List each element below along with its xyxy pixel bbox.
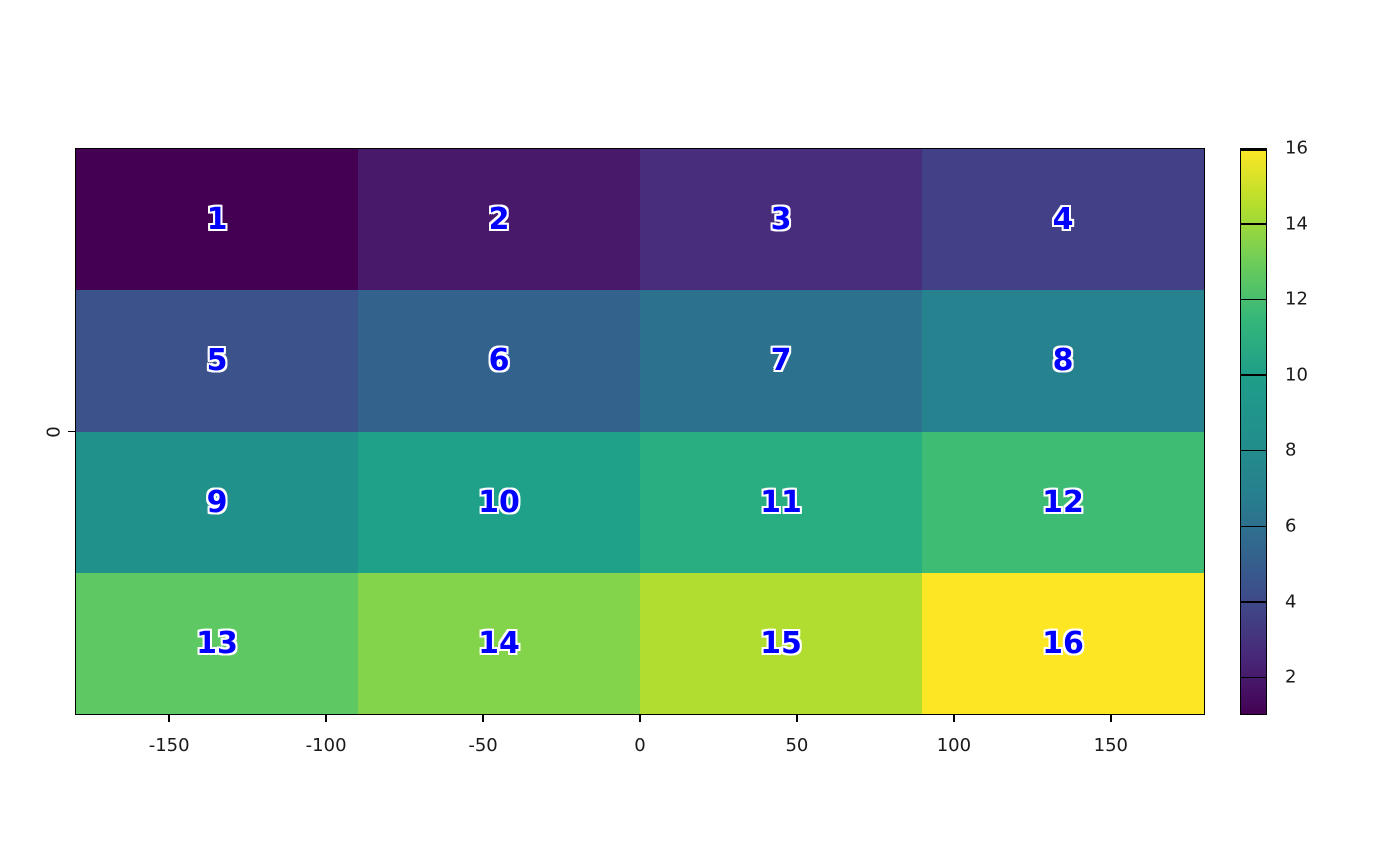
- x-tick-label-150: 150: [1093, 735, 1129, 756]
- heatmap-cell-6: 6: [358, 290, 640, 432]
- heatmap-cell-label-16: 16: [1042, 625, 1084, 661]
- heatmap-cell-10: 10: [358, 431, 640, 573]
- heatmap-cell-9: 9: [76, 431, 358, 573]
- x-tick-mark-150: [1110, 715, 1112, 722]
- x-tick-mark--100: [325, 715, 327, 722]
- heatmap-cell-label-3: 3: [770, 202, 792, 238]
- y-tick-mark-0: [68, 430, 75, 433]
- x-tick-label--150: -150: [148, 735, 190, 756]
- heatmap-cell-16: 16: [922, 572, 1204, 714]
- heatmap-cell-label-9: 9: [206, 484, 228, 520]
- colorbar-tick-line-16: [1241, 149, 1266, 151]
- heatmap-cell-5: 5: [76, 290, 358, 432]
- heatmap-cell-label-10: 10: [478, 484, 520, 520]
- heatmap-cell-label-12: 12: [1042, 484, 1084, 520]
- heatmap-cell-2: 2: [358, 149, 640, 291]
- colorbar-tick-line-8: [1241, 449, 1266, 452]
- heatmap-cell-label-7: 7: [770, 343, 792, 379]
- colorbar-tick-label-10: 10: [1285, 364, 1308, 386]
- x-tick-label-0: 0: [634, 735, 646, 756]
- heatmap-cell-label-6: 6: [488, 343, 510, 379]
- x-tick-label-50: 50: [785, 735, 809, 756]
- heatmap-cell-label-11: 11: [760, 484, 802, 520]
- colorbar-tick-line-2: [1241, 676, 1266, 679]
- colorbar-tick-line-12: [1241, 298, 1266, 301]
- x-tick-mark--150: [168, 715, 170, 722]
- heatmap-cell-7: 7: [640, 290, 922, 432]
- heatmap-cell-1: 1: [76, 149, 358, 291]
- colorbar-tick-label-8: 8: [1285, 439, 1297, 461]
- heatmap-cell-15: 15: [640, 572, 922, 714]
- heatmap-cell-14: 14: [358, 572, 640, 714]
- colorbar-tick-label-6: 6: [1285, 515, 1297, 537]
- heatmap-cell-label-15: 15: [760, 625, 802, 661]
- heatmap-cell-label-13: 13: [196, 625, 238, 661]
- heatmap-cell-4: 4: [922, 149, 1204, 291]
- colorbar-tick-label-2: 2: [1285, 666, 1297, 688]
- x-tick-mark-100: [953, 715, 955, 722]
- colorbar-tick-line-10: [1241, 374, 1266, 376]
- colorbar-tick-label-4: 4: [1285, 591, 1297, 613]
- heatmap-grid: 1 2 3 4 5 6 7 8 9 10 11 12 13 14 15 16: [76, 149, 1204, 714]
- colorbar-tick-line-14: [1241, 223, 1266, 225]
- heatmap-plot-area: 1 2 3 4 5 6 7 8 9 10 11 12 13 14 15 16: [75, 148, 1205, 715]
- colorbar-tick-label-12: 12: [1285, 288, 1308, 310]
- x-tick-label--50: -50: [468, 735, 498, 756]
- heatmap-cell-11: 11: [640, 431, 922, 573]
- x-tick-label-100: 100: [936, 735, 972, 756]
- heatmap-cell-12: 12: [922, 431, 1204, 573]
- colorbar-tick-line-4: [1241, 601, 1266, 603]
- colorbar-tick-label-14: 14: [1285, 213, 1308, 235]
- heatmap-cell-13: 13: [76, 572, 358, 714]
- colorbar-tick-label-16: 16: [1285, 137, 1308, 159]
- heatmap-cell-label-1: 1: [206, 202, 228, 238]
- x-tick-label--100: -100: [305, 735, 347, 756]
- colorbar-tick-line-6: [1241, 525, 1266, 527]
- heatmap-cell-8: 8: [922, 290, 1204, 432]
- colorbar: [1240, 148, 1267, 715]
- y-tick-label-0: 0: [43, 425, 65, 438]
- heatmap-cell-label-8: 8: [1052, 343, 1074, 379]
- heatmap-cell-label-2: 2: [488, 202, 510, 238]
- x-tick-mark--50: [482, 715, 484, 722]
- heatmap-cell-label-5: 5: [206, 343, 228, 379]
- x-tick-mark-50: [796, 715, 798, 722]
- x-tick-mark-0: [639, 715, 641, 722]
- heatmap-cell-3: 3: [640, 149, 922, 291]
- heatmap-cell-label-4: 4: [1052, 202, 1074, 238]
- heatmap-cell-label-14: 14: [478, 625, 520, 661]
